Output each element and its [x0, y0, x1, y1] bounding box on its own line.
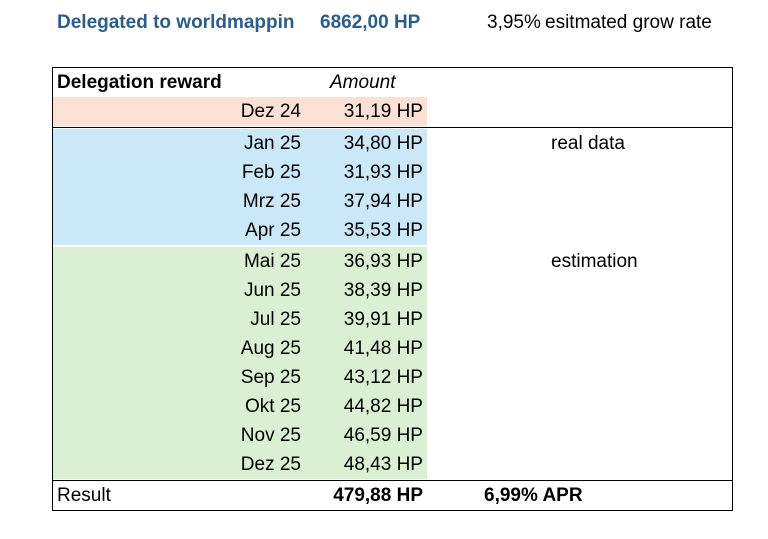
row-highlight-green [53, 450, 427, 479]
row-highlight-blue [53, 216, 427, 245]
row-amount: 46,59 HP [343, 425, 423, 446]
row-month: Jan 25 [243, 133, 301, 154]
delegation-reward-table: Delegation reward Amount Dez 24 31,19 HP… [52, 67, 733, 511]
row-amount: 37,94 HP [343, 191, 423, 212]
row-amount: 36,93 HP [343, 251, 423, 272]
row-amount: 31,93 HP [343, 162, 423, 183]
row-highlight-green [53, 247, 427, 276]
table-row: Jun 25 38,39 HP [53, 276, 732, 305]
row-amount: 48,43 HP [343, 454, 423, 475]
result-label: Result [57, 485, 111, 506]
row-amount: 44,82 HP [343, 396, 423, 417]
row-highlight-green [53, 305, 427, 334]
row-amount: 34,80 HP [343, 133, 423, 154]
row-highlight-green [53, 392, 427, 421]
grow-rate-value: 3,95% [487, 12, 541, 33]
row-highlight-blue [53, 187, 427, 216]
result-apr: 6,99% APR [484, 485, 583, 506]
table-row: Aug 25 41,48 HP [53, 334, 732, 363]
row-month: Jun 25 [243, 280, 301, 301]
table-row: Jul 25 39,91 HP [53, 305, 732, 334]
row-month: Jul 25 [250, 309, 301, 330]
table-row: Mai 25 36,93 HP estimation [53, 247, 732, 276]
row-month: Mrz 25 [242, 191, 301, 212]
table-row: Dez 24 31,19 HP [53, 97, 732, 126]
row-month: Nov 25 [240, 425, 301, 446]
table-row: Okt 25 44,82 HP [53, 392, 732, 421]
row-month: Aug 25 [240, 338, 301, 359]
grow-rate-label: esitmated grow rate [545, 12, 712, 33]
note-real-data: real data [551, 133, 625, 154]
row-month: Dez 24 [240, 101, 301, 122]
result-row: Result 479,88 HP 6,99% APR [53, 481, 732, 510]
row-month: Dez 25 [240, 454, 301, 475]
table-row: Jan 25 34,80 HP real data [53, 129, 732, 158]
note-estimation: estimation [551, 251, 638, 272]
divider-line [53, 127, 732, 128]
row-amount: 43,12 HP [343, 367, 423, 388]
table-row: Feb 25 31,93 HP [53, 158, 732, 187]
row-month: Feb 25 [241, 162, 301, 183]
table-row: Apr 25 35,53 HP [53, 216, 732, 245]
table-row: Nov 25 46,59 HP [53, 421, 732, 450]
row-month: Okt 25 [245, 396, 301, 417]
table-row: Dez 25 48,43 HP [53, 450, 732, 479]
result-amount: 479,88 HP [333, 485, 423, 506]
row-amount: 38,39 HP [343, 280, 423, 301]
row-month: Mai 25 [243, 251, 301, 272]
row-amount: 41,48 HP [343, 338, 423, 359]
divider-line [53, 480, 732, 481]
row-amount: 31,19 HP [343, 101, 423, 122]
delegated-hp-value: 6862,00 HP [320, 12, 421, 33]
row-month: Sep 25 [240, 367, 301, 388]
row-highlight-green [53, 421, 427, 450]
row-amount: 35,53 HP [343, 220, 423, 241]
row-highlight-peach [53, 97, 427, 126]
row-highlight-green [53, 363, 427, 392]
row-amount: 39,91 HP [343, 309, 423, 330]
delegation-title: Delegated to worldmappin [57, 12, 295, 33]
row-month: Apr 25 [245, 220, 301, 241]
table-header-row: Delegation reward Amount [53, 68, 732, 97]
row-highlight-blue [53, 158, 427, 187]
row-highlight-green [53, 334, 427, 363]
row-highlight-blue [53, 129, 427, 158]
table-row: Mrz 25 37,94 HP [53, 187, 732, 216]
table-row: Sep 25 43,12 HP [53, 363, 732, 392]
row-highlight-green [53, 276, 427, 305]
column-header-amount: Amount [330, 72, 396, 93]
column-header-delegation-reward: Delegation reward [57, 72, 222, 93]
